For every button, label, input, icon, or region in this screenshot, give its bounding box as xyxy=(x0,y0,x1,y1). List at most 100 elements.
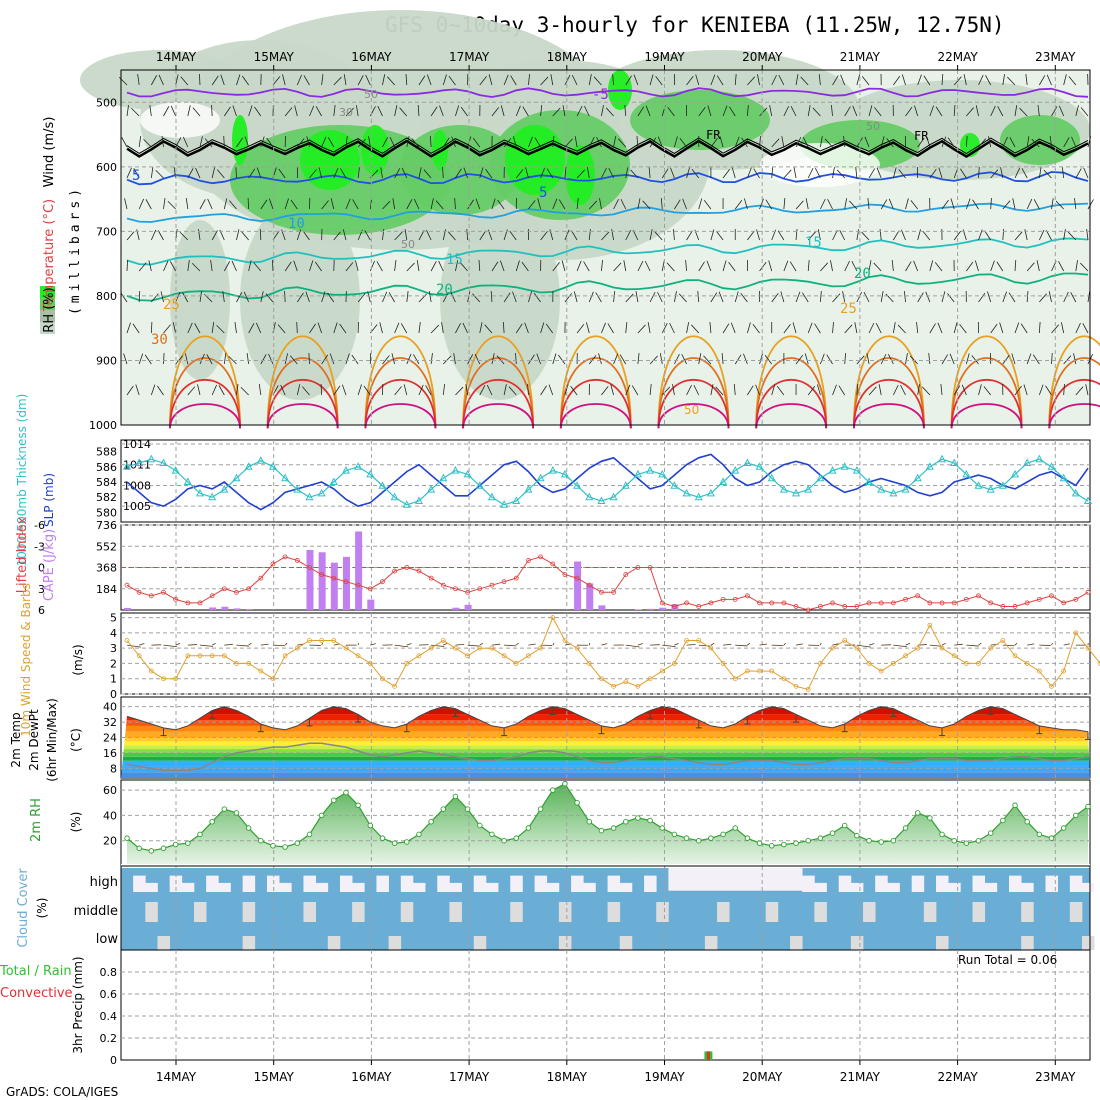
upper-wind-barb xyxy=(357,384,362,396)
upper-wind-barb xyxy=(133,168,140,179)
upper-wind-barb xyxy=(765,199,773,210)
upper-temp-label-15b: 15 xyxy=(805,235,822,251)
rh2m-point xyxy=(440,806,447,812)
cloud-high-gap xyxy=(206,875,219,892)
upper-wind-barb xyxy=(351,354,359,365)
thickness-point xyxy=(585,492,594,501)
wind10-point xyxy=(234,661,239,666)
cloud-high-gap xyxy=(133,875,146,892)
upper-wind-barb xyxy=(595,292,602,303)
rh2m-point xyxy=(209,818,215,825)
upper-wind-barb xyxy=(1002,291,1007,303)
upper-wind-barb xyxy=(601,260,603,272)
upper-wind-barb xyxy=(1063,355,1072,365)
upper-wind-barb xyxy=(247,197,250,210)
upper-wind-barb xyxy=(1060,322,1065,334)
upper-wind-barb xyxy=(187,168,194,179)
wind10-point xyxy=(1012,653,1018,659)
upper-wind-barb xyxy=(430,353,433,365)
upper-wind-barb xyxy=(863,292,870,303)
upper-wind-barb xyxy=(844,353,847,365)
upper-wind-barb xyxy=(1026,353,1032,365)
upper-wind-barb xyxy=(1033,354,1040,365)
temp2m-band xyxy=(121,720,1090,726)
upper-wind-barb xyxy=(625,75,632,86)
upper-wind-barb xyxy=(278,168,286,179)
li-point xyxy=(355,582,361,588)
thickness-point xyxy=(463,469,472,478)
cloud-low-gap xyxy=(327,936,341,950)
cloud-middle-gap xyxy=(510,902,523,922)
upper-wind-barb xyxy=(488,74,493,86)
rh2m-point xyxy=(817,835,824,841)
upper-wind-barb xyxy=(314,261,322,272)
thickness-point xyxy=(159,458,168,466)
isotherm-30-arch xyxy=(657,357,730,429)
thickness-point xyxy=(195,488,205,497)
upper-wind-barb xyxy=(832,384,837,396)
upper-wind-barb xyxy=(244,136,250,148)
li-point xyxy=(282,554,288,560)
upper-wind-barb xyxy=(150,167,154,179)
precip-ylabel-main: 3hr Precip (mm) xyxy=(71,956,85,1053)
rh2m-tick: 60 xyxy=(103,784,117,797)
time-axes: 14MAY 14MAY 15MAY 15MAY 16MAY 16MAY 17MAY 17MAY… xyxy=(156,50,1076,1084)
upper-wind-barb xyxy=(352,199,359,210)
rh2m-point xyxy=(489,831,495,838)
top-date-label: 22MAY xyxy=(937,50,978,64)
upper-wind-barb xyxy=(564,167,567,179)
thickness-point xyxy=(779,485,788,493)
cloud-high-gap xyxy=(753,866,767,891)
wind10-barb xyxy=(868,643,875,646)
upper-wind-barb xyxy=(150,321,153,334)
upper-wind-barb xyxy=(771,74,777,86)
li-point xyxy=(209,593,215,599)
upper-rh-label-50a: 50 xyxy=(364,88,378,101)
precip-ylabel-total: Total / Rain xyxy=(0,964,72,979)
upper-wind-barb xyxy=(172,322,177,334)
upper-wind-barb xyxy=(978,384,982,396)
upper-wind-barb xyxy=(820,262,829,272)
upper-wind-barb xyxy=(698,106,706,117)
upper-wind-barb xyxy=(966,107,974,117)
upper-wind-barb xyxy=(830,260,833,272)
upper-wind-barb xyxy=(935,106,943,117)
wind10-barb xyxy=(856,644,871,648)
upper-wind-barb xyxy=(365,74,371,86)
isotherm-40-arch xyxy=(559,403,632,429)
upper-wind-barb xyxy=(1026,198,1033,210)
li-point xyxy=(672,604,677,609)
upper-temp-label-20b: 20 xyxy=(854,266,871,282)
li-ylabel: Lifted Index xyxy=(15,516,30,593)
upper-wind-barb xyxy=(1061,167,1065,179)
li-point xyxy=(246,586,252,592)
upper-wind-barb xyxy=(180,76,189,86)
upper-temp-label-m5: -5 xyxy=(592,87,609,103)
thickness-point xyxy=(232,473,241,482)
upper-wind-barb xyxy=(333,385,341,396)
cloud-high-gap xyxy=(741,866,754,891)
thickness-point xyxy=(439,473,448,482)
top-date-label: 16MAY xyxy=(351,50,392,64)
upper-wind-barb xyxy=(163,106,170,117)
upper-wind-barb xyxy=(710,292,718,303)
upper-wind-barb xyxy=(199,353,205,365)
upper-wind-barb xyxy=(524,322,529,334)
upper-wind-barb xyxy=(479,385,486,396)
upper-wind-barb xyxy=(571,74,578,86)
upper-wind-barb xyxy=(135,384,140,396)
wind10-barb xyxy=(1027,643,1035,646)
upper-wind-barb xyxy=(875,323,882,334)
upper-wind-barb xyxy=(855,167,858,179)
upper-wind-barb xyxy=(625,384,631,396)
wind10-barb xyxy=(504,644,517,647)
upper-wind-barb xyxy=(893,75,901,86)
rh2m-point xyxy=(197,831,203,838)
temp2m-band xyxy=(121,714,1090,721)
upper-wind-barb xyxy=(382,355,390,365)
cloud-ylabel: Cloud Cover xyxy=(16,868,31,948)
bottom-date-label: 22MAY xyxy=(937,1070,978,1084)
upper-wind-barb xyxy=(686,75,694,86)
li-point xyxy=(866,600,872,606)
wind10-barb xyxy=(528,643,536,646)
